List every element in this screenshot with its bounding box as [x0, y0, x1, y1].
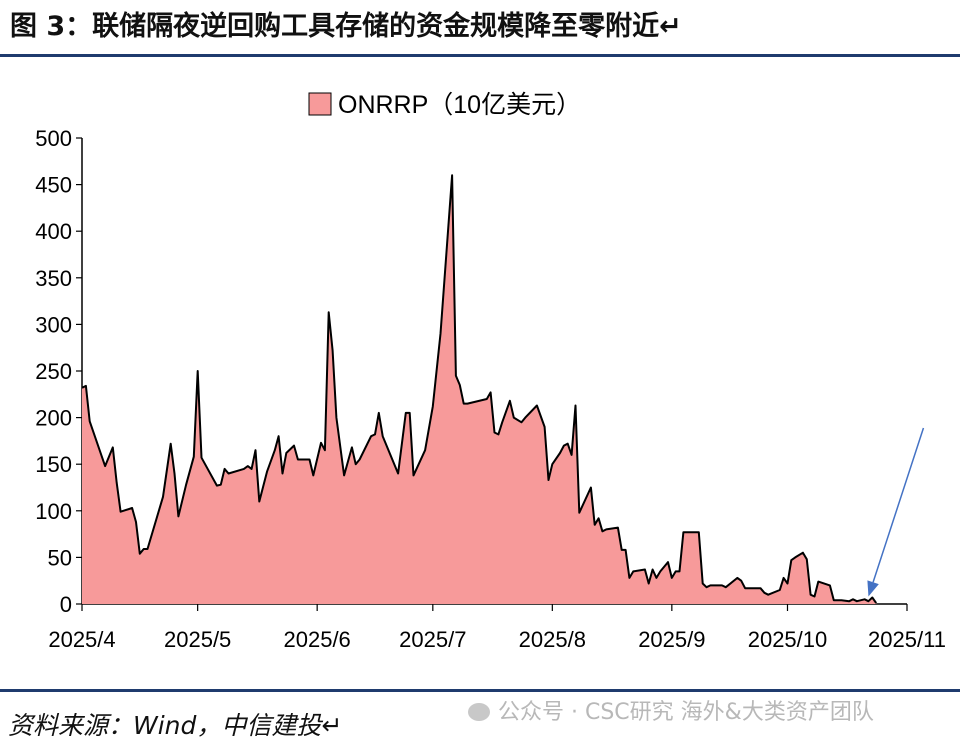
x-axis: 2025/4 2025/5 2025/6 2025/7 2025/8 2025/9 2025… — [48, 603, 946, 652]
legend-label: ONRRP（10亿美元） — [338, 91, 581, 119]
annotation-arrow-head — [867, 580, 879, 597]
x-tick-label: 2025/7 — [399, 627, 466, 652]
annotation-arrow-shaft — [872, 427, 925, 583]
y-tick-label: 250 — [35, 359, 72, 384]
y-tick-label: 300 — [35, 312, 72, 337]
y-tick-label: 150 — [35, 452, 72, 477]
x-tick-label: 2025/11 — [868, 627, 946, 652]
y-axis: 0 50 100 150 200 250 300 350 400 450 500 — [35, 126, 83, 617]
y-tick-label: 0 — [60, 592, 72, 617]
y-tick-label: 400 — [35, 219, 72, 244]
x-tick-label: 2025/6 — [284, 627, 351, 652]
onrrp-area-chart: ONRRP（10亿美元） 0 50 100 150 200 250 300 350 400 450… — [35, 91, 946, 652]
watermark-text: 公众号 · CSC研究 海外&大类资产团队 — [498, 700, 874, 725]
y-tick-label: 200 — [35, 406, 72, 431]
y-tick-label: 500 — [35, 126, 72, 151]
y-tick-label: 450 — [35, 173, 72, 198]
legend-swatch — [308, 92, 332, 116]
chart-legend: ONRRP（10亿美元） — [308, 91, 581, 119]
figure-title: 图 3：联储隔夜逆回购工具存储的资金规模降至零附近↵ — [10, 11, 682, 42]
source-note: 资料来源：Wind，中信建投↵ — [8, 711, 343, 740]
source-rule — [0, 689, 960, 692]
x-tick-label: 2025/5 — [164, 627, 231, 652]
series-line — [81, 174, 878, 604]
x-tick-label: 2025/8 — [519, 627, 586, 652]
x-tick-label: 2025/10 — [748, 627, 828, 652]
series-area — [82, 175, 877, 605]
x-tick-label: 2025/9 — [638, 627, 705, 652]
wechat-icon — [468, 703, 490, 721]
y-tick-label: 50 — [48, 545, 72, 570]
annotation-layer — [867, 427, 925, 597]
x-tick-label: 2025/4 — [48, 627, 115, 652]
y-tick-label: 100 — [35, 499, 72, 524]
y-tick-label: 350 — [35, 266, 72, 291]
title-rule — [0, 54, 960, 57]
series-layer — [81, 174, 878, 605]
watermark: 公众号 · CSC研究 海外&大类资产团队 — [468, 694, 874, 726]
